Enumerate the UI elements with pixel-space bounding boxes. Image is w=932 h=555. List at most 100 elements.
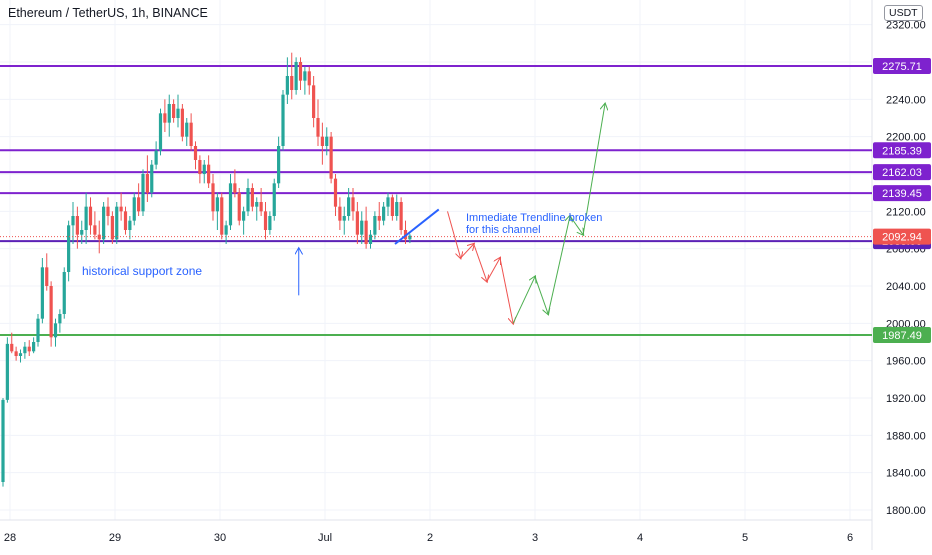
candle-body xyxy=(67,225,71,272)
candle-body xyxy=(338,206,342,221)
x-tick-label: 30 xyxy=(214,532,226,544)
candle-body xyxy=(207,164,211,184)
level-price-tag: 2139.45 xyxy=(882,188,922,200)
candle-body xyxy=(408,235,412,240)
candle-body xyxy=(1,399,5,482)
candle-body xyxy=(145,174,149,193)
candle-body xyxy=(93,225,97,235)
candle-body xyxy=(233,183,237,193)
candle-body xyxy=(110,216,114,240)
candle-body xyxy=(167,104,171,123)
candle-body xyxy=(285,76,289,95)
bullish-projection-arrow xyxy=(534,276,548,314)
candle-body xyxy=(132,197,136,221)
candle-body xyxy=(281,94,285,146)
y-tick-label: 2040.00 xyxy=(886,281,926,293)
candle-body xyxy=(154,150,158,165)
bearish-projection-arrow xyxy=(447,211,461,258)
level-price-tag: 2162.03 xyxy=(882,167,922,179)
x-tick-label: 3 xyxy=(532,532,538,544)
candle-body xyxy=(347,197,351,216)
candle-body xyxy=(141,174,145,212)
candle-body xyxy=(18,353,23,356)
candle-body xyxy=(377,216,381,221)
x-tick-label: Jul xyxy=(318,532,332,544)
candle-body xyxy=(49,286,53,338)
bearish-projection-arrow xyxy=(473,243,487,281)
candle-body xyxy=(246,188,250,212)
candle-body xyxy=(189,122,193,146)
candle-body xyxy=(185,122,189,137)
candle-body xyxy=(224,225,228,235)
candle-body xyxy=(390,197,394,216)
candle-body xyxy=(58,314,62,324)
candle-body xyxy=(329,136,333,179)
candle-body xyxy=(172,104,176,118)
candle-body xyxy=(115,206,119,240)
candle-body xyxy=(211,183,215,212)
candle-body xyxy=(277,146,281,184)
candle-body xyxy=(342,216,346,221)
currency-badge[interactable]: USDT xyxy=(884,5,923,21)
candle-body xyxy=(5,343,9,400)
candle-body xyxy=(128,220,132,230)
trendline xyxy=(394,208,440,245)
candle-body xyxy=(268,216,272,230)
current-price-tag-bg xyxy=(873,228,931,245)
candle-body xyxy=(312,85,316,118)
candle-body xyxy=(215,197,219,212)
symbol-title: Ethereum / TetherUS, 1h, BINANCE xyxy=(8,6,208,20)
historical-support-label: historical support zone xyxy=(82,264,202,278)
level-price-tag-bg xyxy=(873,164,931,181)
candle-body xyxy=(202,164,206,174)
candle-body xyxy=(259,202,263,212)
candle-body xyxy=(298,62,303,81)
candle-body xyxy=(307,71,311,86)
y-tick-label: 1880.00 xyxy=(886,430,926,442)
bullish-projection-arrow xyxy=(547,216,570,315)
candle-body xyxy=(255,202,259,207)
bearish-projection-arrow xyxy=(460,244,474,259)
candle-body xyxy=(106,206,110,216)
candle-body xyxy=(123,211,128,230)
candle-body xyxy=(303,71,307,81)
candle-body xyxy=(263,211,268,230)
candle-body xyxy=(320,136,324,146)
trendline-note-line2: for this channel xyxy=(466,224,541,236)
candle-body xyxy=(228,183,233,226)
candle-body xyxy=(193,146,198,160)
candle-body xyxy=(14,351,18,356)
level-price-tag: 2275.71 xyxy=(882,61,922,73)
y-tick-label: 1920.00 xyxy=(886,393,926,405)
candle-body xyxy=(45,267,49,286)
candle-body xyxy=(242,211,246,221)
level-price-tag-bg xyxy=(873,327,931,344)
candle-body xyxy=(237,192,241,221)
candle-body xyxy=(364,220,368,244)
candle-body xyxy=(23,346,27,354)
candle-body xyxy=(294,62,298,90)
trendline-note-line1: Immediate Trendline broken xyxy=(466,212,602,224)
candle-body xyxy=(102,206,106,240)
level-price-tag-bg xyxy=(873,185,931,202)
candle-body xyxy=(80,230,84,235)
candle-body xyxy=(71,216,75,226)
candle-body xyxy=(373,216,377,235)
candle-body xyxy=(355,211,359,235)
candle-body xyxy=(316,118,320,137)
y-tick-label: 1960.00 xyxy=(886,356,926,368)
candle-body xyxy=(325,136,329,146)
current-price-tag: 2092.94 xyxy=(882,232,922,244)
candle-body xyxy=(84,206,88,230)
candle-body xyxy=(10,343,14,352)
x-tick-label: 29 xyxy=(109,532,121,544)
candle-body xyxy=(360,220,364,235)
candle-body xyxy=(40,267,44,319)
candle-body xyxy=(368,234,373,244)
y-tick-label: 1800.00 xyxy=(886,505,926,517)
x-tick-label: 6 xyxy=(847,532,853,544)
candle-body xyxy=(163,113,167,123)
y-tick-label: 2240.00 xyxy=(886,94,926,106)
y-tick-label: 2320.00 xyxy=(886,20,926,32)
